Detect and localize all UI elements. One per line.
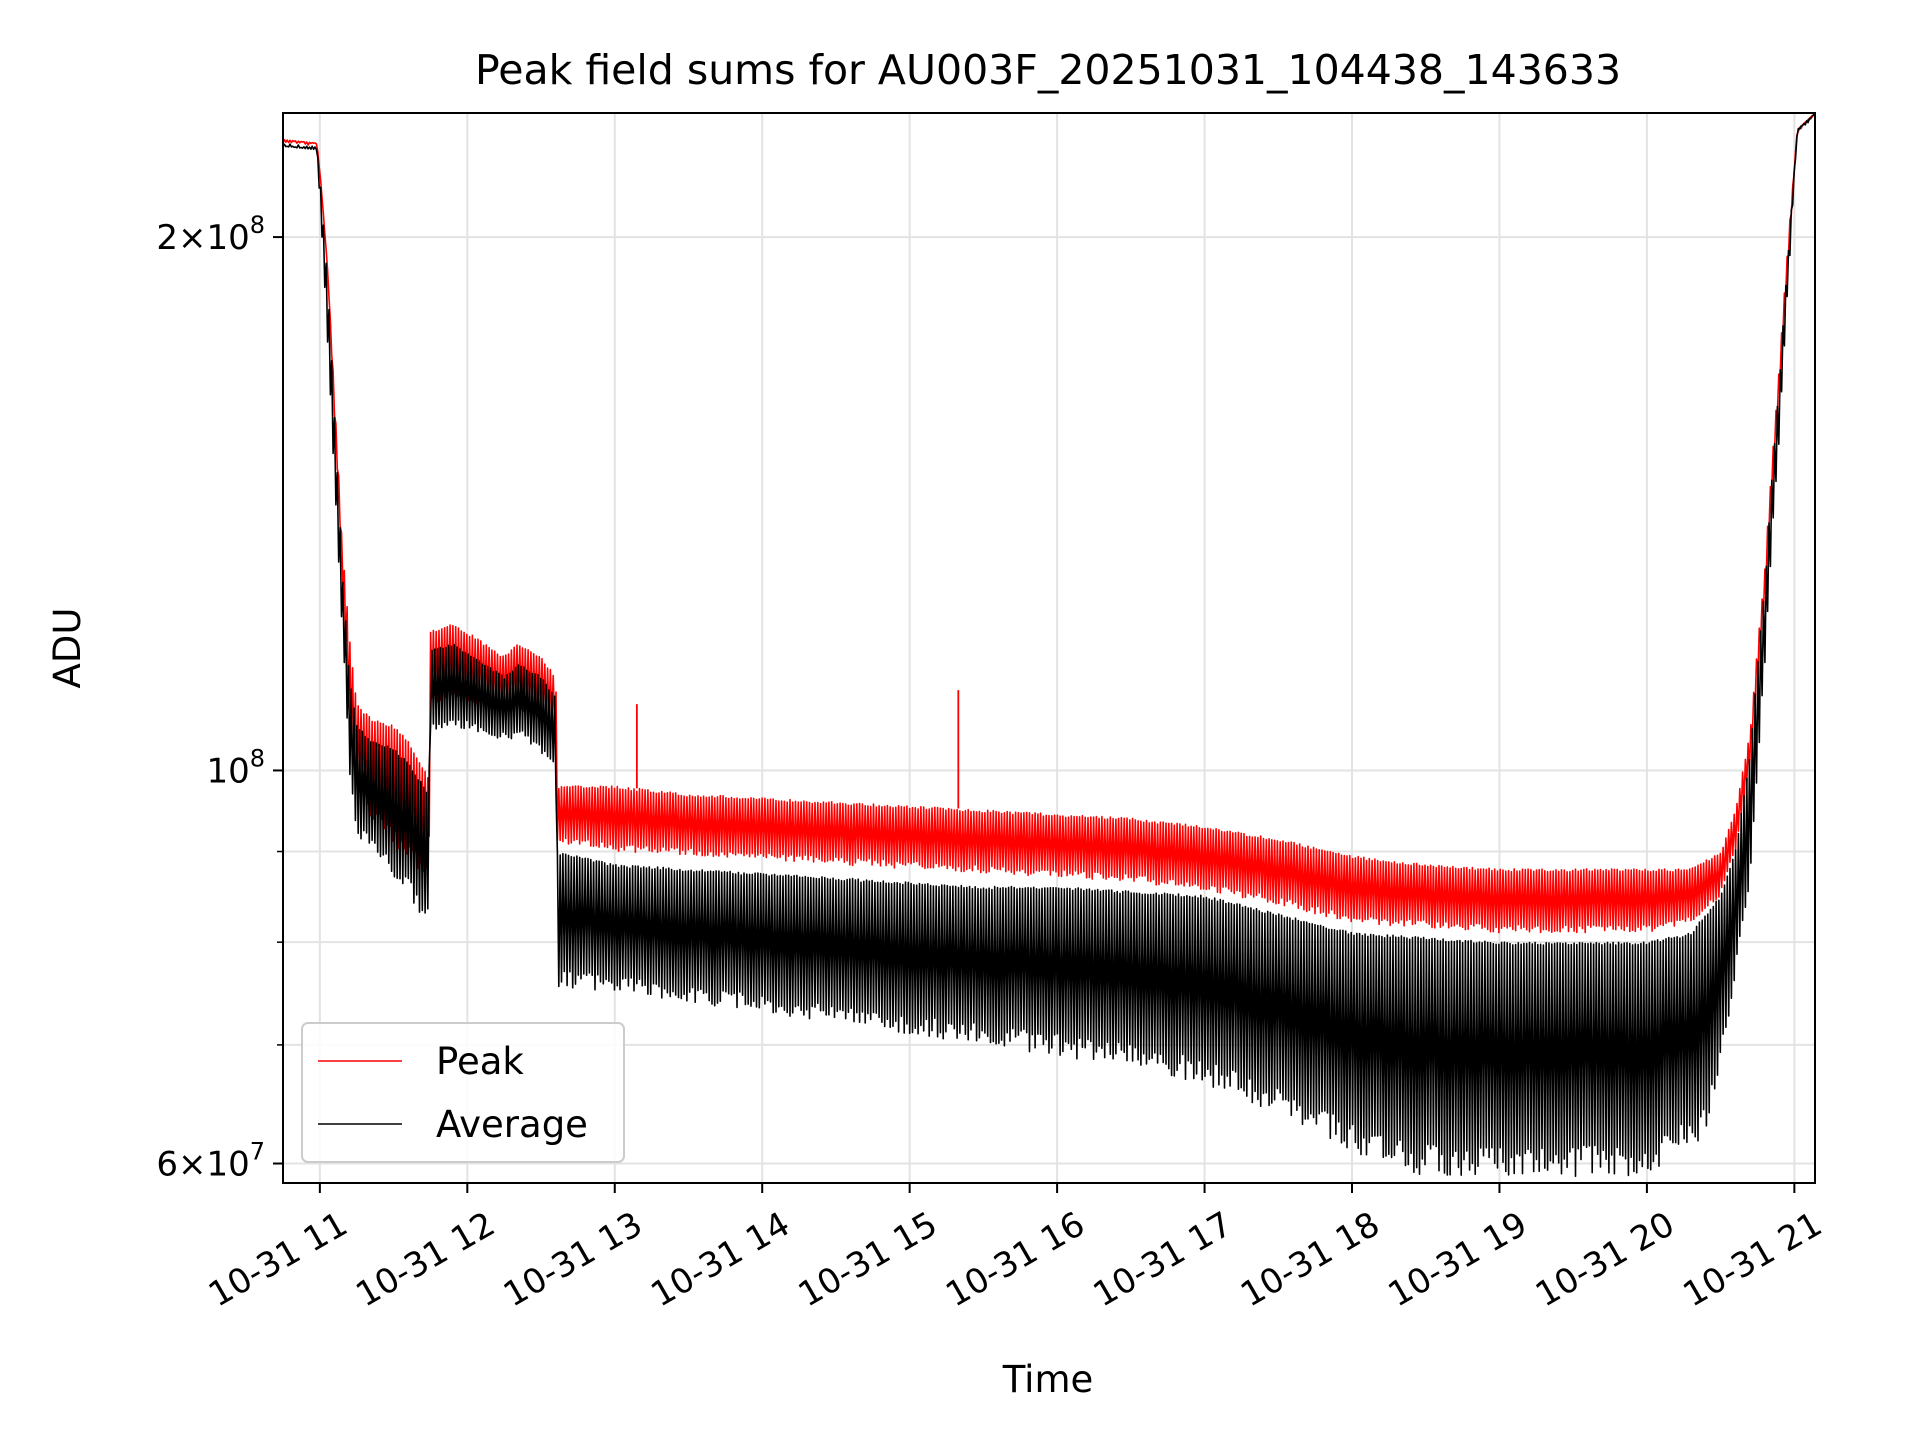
y-tick-label: 2×108 [156, 211, 265, 258]
legend-average-label: Average [436, 1103, 588, 1146]
series-average [283, 113, 1815, 1177]
legend: Peak Average [301, 1022, 625, 1163]
plot-frame [282, 112, 1816, 1184]
y-tick-mantissa: 2×10 [156, 218, 249, 258]
y-tick-base: 10 [206, 751, 249, 791]
y-tick-mantissa: 6×10 [156, 1145, 249, 1185]
y-tick-exponent: 8 [250, 211, 265, 239]
y-tick-exponent: 8 [250, 744, 265, 772]
grid [283, 113, 1815, 1183]
chart-title: Peak field sums for AU003F_20251031_1044… [475, 46, 1621, 94]
y-tick-exponent: 7 [250, 1138, 265, 1166]
legend-peak-label: Peak [436, 1040, 524, 1083]
series-line [283, 113, 1815, 1177]
y-axis-label: ADU [46, 608, 89, 689]
plot-area [283, 113, 1815, 1177]
y-tick-label: 108 [206, 744, 265, 791]
legend-box [301, 1022, 625, 1163]
y-tick-label: 6×107 [156, 1138, 265, 1185]
x-axis-label: Time [1002, 1358, 1094, 1401]
